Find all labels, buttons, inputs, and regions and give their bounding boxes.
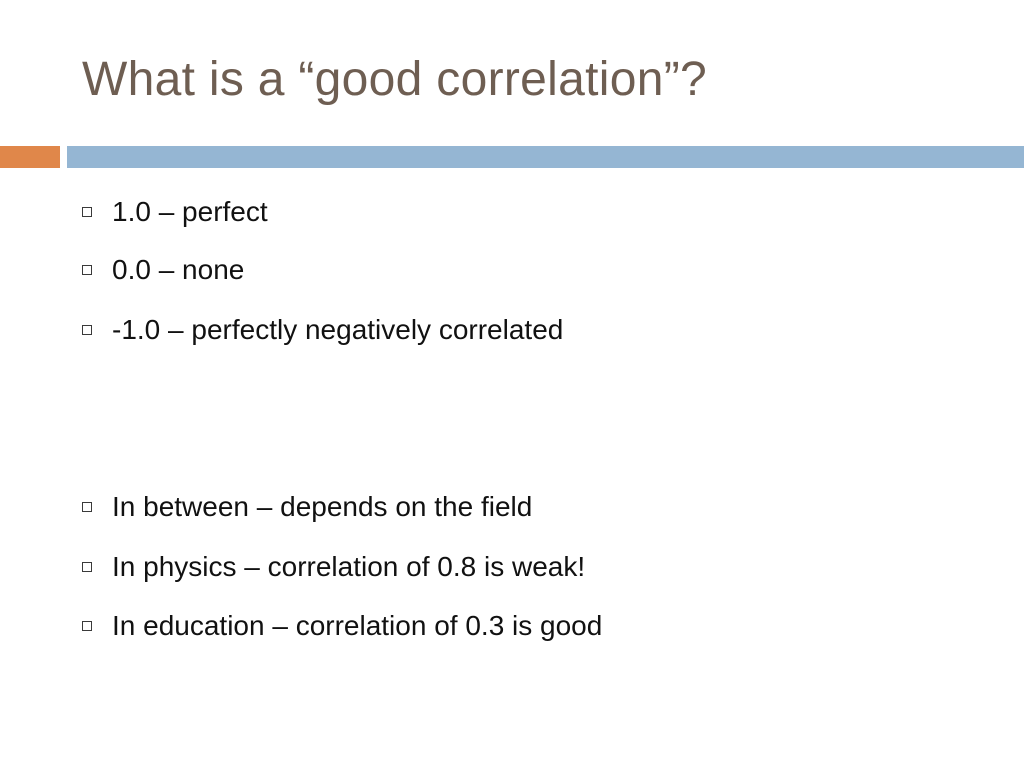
accent-bar-blue	[67, 146, 1024, 168]
bullet-item: 1.0 – perfect	[82, 196, 268, 228]
bullet-item: In between – depends on the field	[82, 491, 532, 523]
bullet-text: -1.0 – perfectly negatively correlated	[112, 314, 564, 345]
square-bullet-icon	[82, 621, 92, 631]
bullet-item: 0.0 – none	[82, 254, 244, 286]
accent-bar-orange	[0, 146, 60, 168]
square-bullet-icon	[82, 562, 92, 572]
bullet-text: In education – correlation of 0.3 is goo…	[112, 610, 603, 641]
square-bullet-icon	[82, 207, 92, 217]
bullet-text: 1.0 – perfect	[112, 196, 268, 227]
bullet-text: In between – depends on the field	[112, 491, 533, 522]
square-bullet-icon	[82, 502, 92, 512]
slide-title: What is a “good correlation”?	[82, 53, 707, 106]
bullet-item: In physics – correlation of 0.8 is weak!	[82, 551, 585, 583]
bullet-text: 0.0 – none	[112, 254, 245, 285]
bullet-item: -1.0 – perfectly negatively correlated	[82, 314, 563, 346]
square-bullet-icon	[82, 265, 92, 275]
bullet-text: In physics – correlation of 0.8 is weak!	[112, 551, 586, 582]
square-bullet-icon	[82, 325, 92, 335]
bullet-item: In education – correlation of 0.3 is goo…	[82, 610, 602, 642]
